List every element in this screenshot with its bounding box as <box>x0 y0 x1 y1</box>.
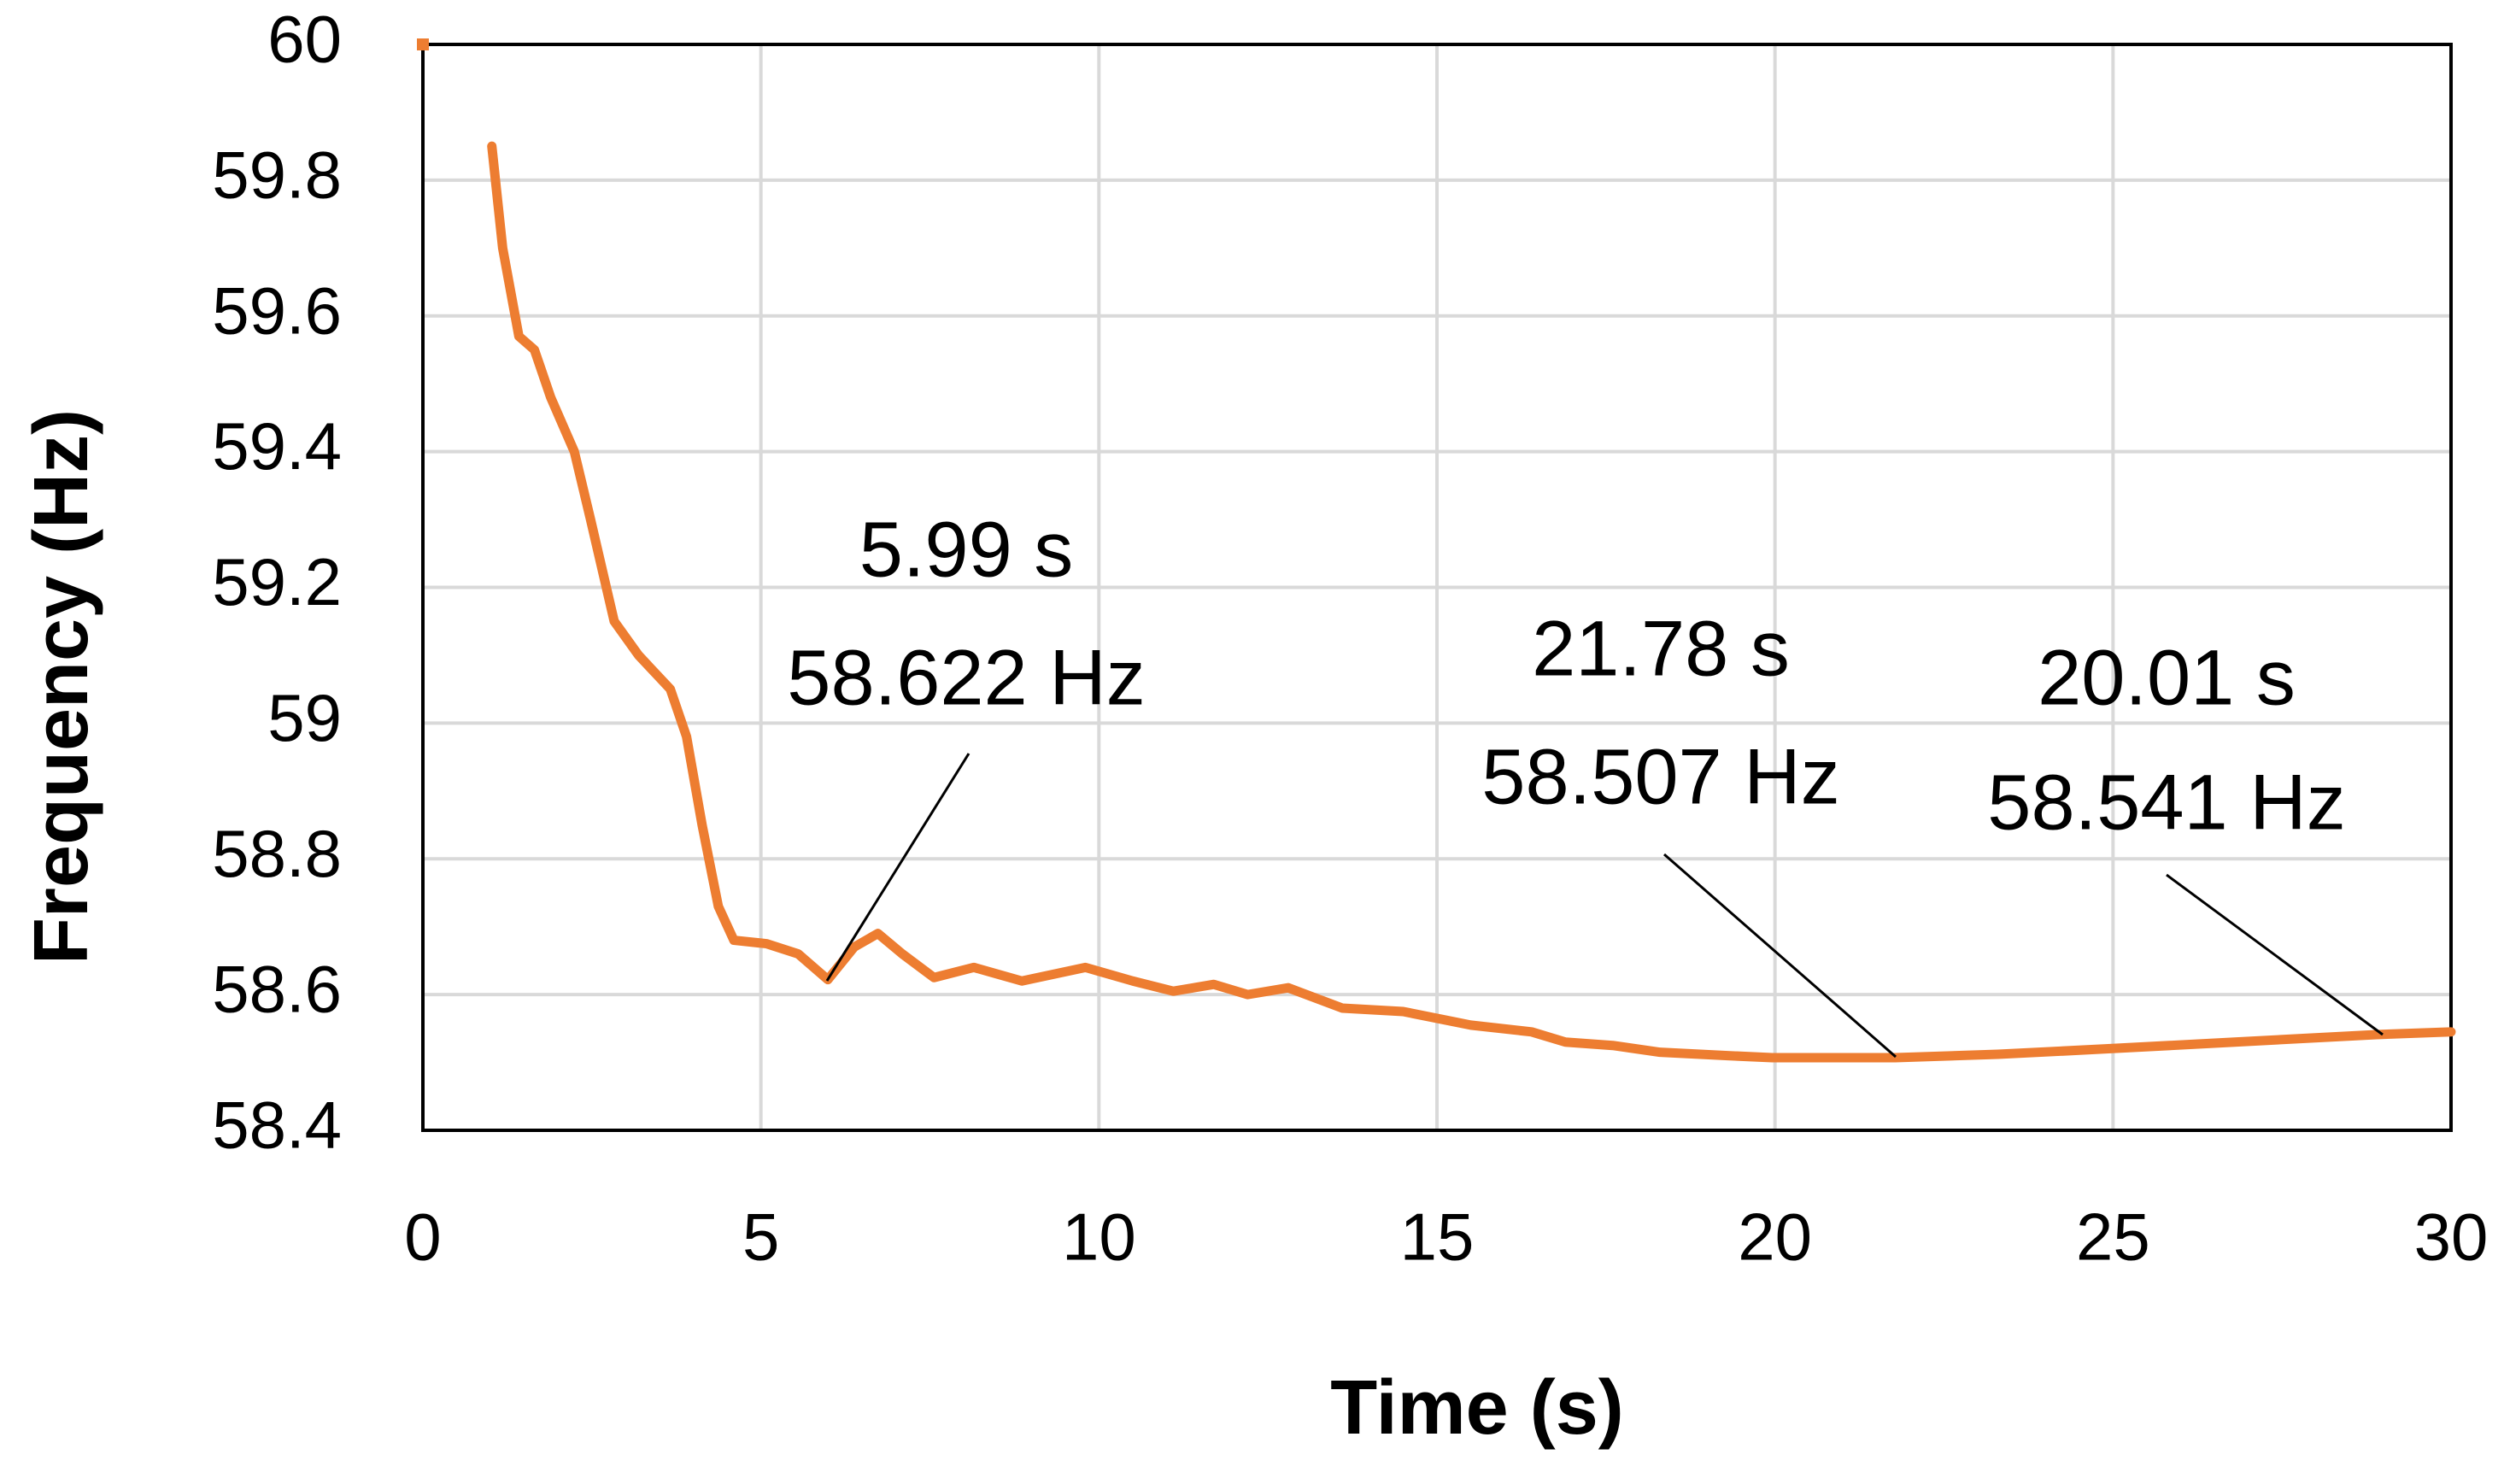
x-tick-label: 15 <box>1400 1200 1475 1275</box>
annotation: 58.622 Hz <box>787 634 1145 721</box>
annotation-pointer <box>825 753 971 982</box>
y-tick-label: 58.6 <box>212 952 342 1027</box>
y-axis-title: Frequency (Hz) <box>19 409 104 965</box>
annotation: 21.78 s <box>1532 605 1790 692</box>
y-tick-label: 59.4 <box>212 408 342 484</box>
line-point <box>417 38 429 50</box>
annotation-pointer <box>1663 853 1897 1059</box>
annotation: 5.99 s <box>859 506 1074 593</box>
y-tick-label: 59.6 <box>212 273 342 348</box>
x-tick-label: 10 <box>1062 1200 1136 1275</box>
x-tick-label: 30 <box>2414 1200 2489 1275</box>
annotation: 20.01 s <box>2038 634 2296 721</box>
y-tick-label: 58.4 <box>212 1088 342 1163</box>
data-line <box>487 141 2456 1063</box>
x-tick-label: 5 <box>742 1200 779 1275</box>
annotation-pointer <box>2166 873 2384 1036</box>
plot-border <box>421 43 2453 1132</box>
y-tick-label: 60 <box>267 2 342 77</box>
x-tick-label: 0 <box>404 1200 441 1275</box>
y-tick-label: 59.2 <box>212 544 342 619</box>
y-tick-label: 59 <box>267 680 342 755</box>
annotation: 58.507 Hz <box>1481 733 1839 820</box>
y-tick-label: 59.8 <box>212 137 342 212</box>
y-tick-label: 58.8 <box>212 816 342 891</box>
x-axis-title: Time (s) <box>1330 1365 1623 1451</box>
annotation: 58.541 Hz <box>1987 759 2345 846</box>
x-tick-label: 25 <box>2076 1200 2150 1275</box>
x-tick-label: 20 <box>1738 1200 1812 1275</box>
